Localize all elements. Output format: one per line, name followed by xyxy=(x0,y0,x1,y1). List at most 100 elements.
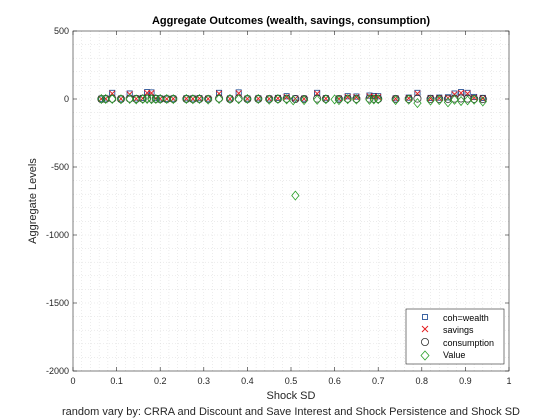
data-point-square xyxy=(458,89,465,96)
data-point-diamond xyxy=(265,94,274,105)
data-point-diamond xyxy=(450,94,459,105)
data-point-diamond xyxy=(182,93,191,105)
data-point-diamond xyxy=(426,95,435,106)
data-point-x xyxy=(148,89,155,97)
data-point-diamond xyxy=(243,93,252,105)
y-tick-label: 500 xyxy=(54,26,69,36)
data-point-diamond xyxy=(108,93,117,105)
legend-item-savings: savings xyxy=(421,325,474,335)
data-point-square xyxy=(126,90,133,97)
data-point-diamond xyxy=(404,94,413,105)
data-point-circle xyxy=(478,95,487,104)
data-point-diamond xyxy=(443,97,453,108)
x-axis-label: Shock SD xyxy=(267,390,316,402)
data-point-square xyxy=(244,95,251,102)
data-point-diamond xyxy=(101,93,110,105)
data-point-diamond xyxy=(273,93,283,105)
legend-diamond-marker xyxy=(420,350,430,361)
y-tick-label: -2000 xyxy=(46,366,69,376)
x-tick-label: 0.5 xyxy=(285,376,298,386)
data-point-x xyxy=(344,93,351,101)
data-point-square xyxy=(98,95,105,102)
data-point-diamond xyxy=(254,93,263,105)
data-point-circle xyxy=(215,94,224,103)
legend-label-savings: savings xyxy=(443,325,474,335)
data-point-diamond xyxy=(343,94,352,105)
data-point-diamond xyxy=(132,94,141,105)
data-point-diamond xyxy=(435,95,444,106)
data-point-circle xyxy=(457,94,466,103)
y-axis-label: Aggregate Levels xyxy=(27,158,39,244)
legend-item-value: Value xyxy=(420,350,465,361)
data-point-x xyxy=(353,93,360,101)
data-point-x xyxy=(283,93,290,101)
legend: coh=wealth savings consumption Value xyxy=(405,308,505,365)
data-point-x xyxy=(205,95,212,102)
data-point-diamond xyxy=(204,94,213,105)
data-point-diamond xyxy=(225,93,235,105)
x-tick-label: 0.4 xyxy=(241,376,254,386)
data-point-circle xyxy=(108,94,117,103)
legend-x-marker xyxy=(421,325,429,333)
data-point-diamond xyxy=(125,93,134,105)
x-tick-label: 0.1 xyxy=(110,376,123,386)
x-tick-label: 0.9 xyxy=(459,376,472,386)
data-point-x xyxy=(457,89,465,96)
x-tick-label: 1 xyxy=(506,376,511,386)
legend-item-coh-wealth: coh=wealth xyxy=(422,313,489,323)
data-point-diamond xyxy=(291,190,300,201)
data-point-x xyxy=(405,95,412,102)
data-point-circle xyxy=(426,94,435,103)
data-point-diamond xyxy=(169,94,178,105)
data-point-diamond xyxy=(456,96,466,107)
data-point-x xyxy=(451,91,458,98)
y-tick-label: -1000 xyxy=(46,230,69,240)
data-point-x xyxy=(479,95,486,102)
x-tick-label: 0.7 xyxy=(372,376,385,386)
legend-label-coh-wealth: coh=wealth xyxy=(443,313,489,323)
data-point-diamond xyxy=(147,94,156,105)
x-tick-label: 0.8 xyxy=(416,376,429,386)
data-point-square xyxy=(451,90,458,97)
data-point-diamond xyxy=(352,94,361,105)
legend-square-marker xyxy=(422,314,428,320)
series-value xyxy=(97,93,487,201)
x-tick-label: 0.6 xyxy=(328,376,341,386)
data-point-diamond xyxy=(369,94,378,105)
chart-title: Aggregate Outcomes (wealth, savings, con… xyxy=(152,15,430,27)
legend-circle-marker xyxy=(420,337,429,346)
figure-caption: random vary by: CRRA and Discount and Sa… xyxy=(62,406,520,418)
ticks: 0 0.1 0.2 0.3 0.4 0.5 0.6 0.7 0.8 0.9 1 -2000 -1500 -… xyxy=(46,26,512,386)
data-point-diamond xyxy=(162,93,171,105)
data-point-x xyxy=(427,95,434,102)
data-point-circle xyxy=(413,94,422,103)
data-point-square xyxy=(414,89,421,96)
data-point-diamond xyxy=(365,94,374,105)
data-point-diamond xyxy=(413,98,422,109)
x-tick-label: 0.3 xyxy=(198,376,211,386)
data-point-diamond xyxy=(374,94,383,105)
data-point-diamond xyxy=(188,94,198,105)
plot-area xyxy=(97,89,487,201)
y-tick-label: -1500 xyxy=(46,298,69,308)
data-point-diamond xyxy=(478,96,487,107)
data-point-diamond xyxy=(470,94,479,105)
data-point-x xyxy=(392,95,399,102)
data-point-x xyxy=(300,95,308,102)
data-point-square xyxy=(226,95,233,102)
data-point-diamond xyxy=(334,95,344,106)
data-point-diamond xyxy=(321,94,330,105)
x-tick-label: 0 xyxy=(70,376,75,386)
data-point-x xyxy=(436,95,443,102)
data-point-diamond xyxy=(282,94,291,105)
data-point-x xyxy=(375,93,382,101)
x-tick-label: 0.2 xyxy=(154,376,167,386)
data-point-x xyxy=(266,95,273,102)
y-tick-label: 0 xyxy=(64,94,69,104)
data-point-diamond xyxy=(299,95,309,106)
data-point-diamond xyxy=(391,95,400,106)
data-point-diamond xyxy=(289,95,298,106)
data-point-diamond xyxy=(234,94,243,105)
legend-item-consumption: consumption xyxy=(420,337,494,348)
